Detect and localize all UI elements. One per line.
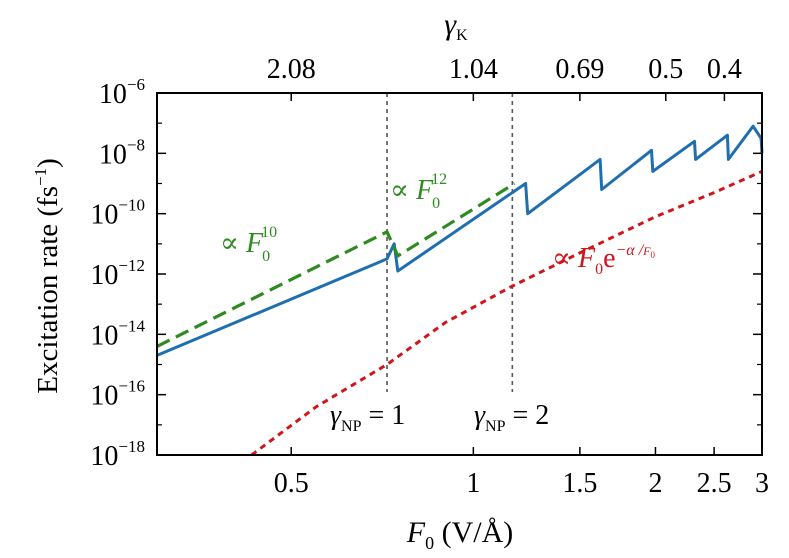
annotation-f0-12: ∝ F012 bbox=[390, 171, 447, 212]
top-tick-label: 2.08 bbox=[267, 54, 316, 85]
series-dotted-line bbox=[250, 170, 763, 457]
gamma-np-2-label: γNP = 2 bbox=[474, 400, 549, 435]
x-axis-label: F0 (V/Å) bbox=[406, 516, 513, 553]
top-tick-label: 0.4 bbox=[707, 54, 742, 85]
series-layer bbox=[156, 124, 764, 457]
y-axis-label: Excitation rate (fs−1) bbox=[31, 158, 64, 394]
x-tick-label: 0.5 bbox=[274, 468, 309, 499]
y-tick-label: 10−6 bbox=[99, 75, 145, 110]
gamma-np-lines bbox=[386, 93, 514, 392]
series-dashed-line bbox=[156, 182, 516, 348]
y-tick-label: 10−14 bbox=[90, 316, 145, 351]
y-tick-label: 10−10 bbox=[90, 196, 145, 231]
top-tick-label: 0.69 bbox=[555, 54, 604, 85]
x-tick-label: 2 bbox=[648, 468, 662, 499]
y-tick-label: 10−12 bbox=[90, 256, 145, 291]
y-tick-label: 10−18 bbox=[90, 437, 145, 472]
x-tick-label: 1.5 bbox=[562, 468, 597, 499]
plot-frame bbox=[156, 92, 763, 456]
x-tick-label: 1 bbox=[466, 468, 480, 499]
ticks-layer: 0.5 1 1.5 2 2.5 3 2.08 1.04 0.69 0.5 0.4 10−18 10−16… bbox=[90, 54, 769, 499]
y-tick-label: 10−16 bbox=[90, 377, 145, 412]
x-tick-label: 2.5 bbox=[697, 468, 732, 499]
y-tick-label: 10−8 bbox=[99, 135, 145, 170]
gamma-np-1-label: γNP = 1 bbox=[330, 400, 405, 435]
x-tick-label: 3 bbox=[755, 468, 769, 499]
top-tick-label: 1.04 bbox=[449, 54, 498, 85]
top-tick-label: 0.5 bbox=[648, 54, 683, 85]
annotation-exponential: ∝ F0e−α /F0 bbox=[552, 242, 655, 278]
annotation-f0-10: ∝ F010 bbox=[220, 224, 277, 265]
series-solid-line bbox=[156, 124, 764, 357]
top-axis-label: γK bbox=[444, 8, 468, 44]
